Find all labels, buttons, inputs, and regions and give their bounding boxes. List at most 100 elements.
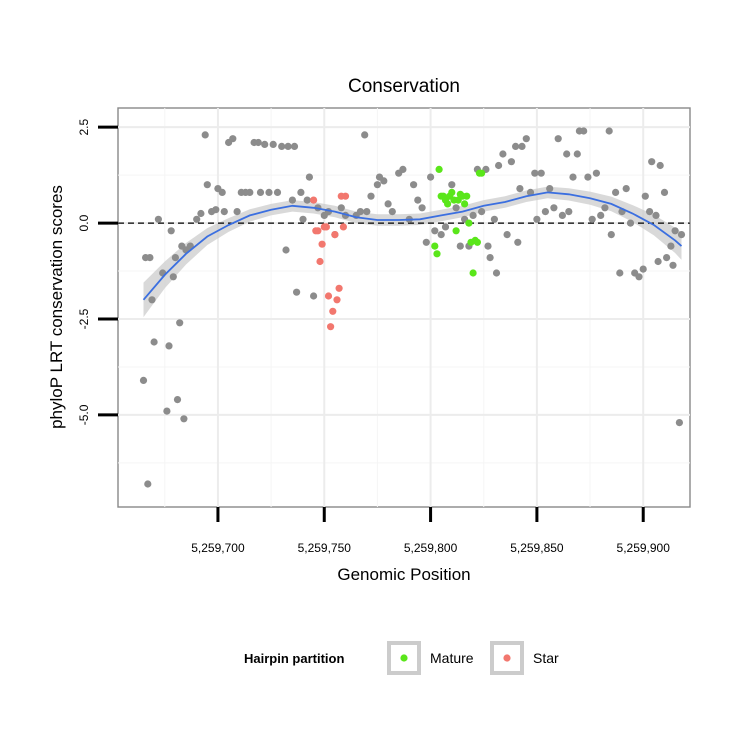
point-other [565,208,573,216]
point-other [584,173,592,181]
x-axis: 5,259,700 5,259,750 5,259,800 5,259,850 5,25… [191,507,670,555]
point-star [318,240,326,248]
point-star [333,296,341,304]
point-other [180,415,188,423]
point-other [616,269,624,277]
point-other [154,215,162,223]
point-other [646,208,654,216]
legend-dot-star [503,654,511,662]
point-mature [465,219,473,227]
point-other [592,169,601,177]
point-other [531,169,539,177]
point-other [284,142,292,150]
y-tick-label: 0.0 [77,214,91,231]
point-other [492,269,501,277]
point-other [601,204,609,212]
point-other [533,215,541,223]
point-other [337,204,345,212]
point-star [331,231,339,239]
point-other [233,208,241,216]
point-other [612,188,620,196]
point-mature [469,269,477,277]
point-other [246,188,254,196]
point-other [522,135,530,143]
point-mature [431,242,439,250]
point-other [558,211,567,219]
point-other [418,204,426,212]
point-other [452,204,460,212]
point-other [146,254,154,262]
point-other [169,273,177,281]
point-other [569,173,577,181]
scatter-points [139,127,686,488]
point-other [486,254,494,262]
point-mature [435,165,443,173]
point-other [305,173,313,181]
point-other [626,219,635,227]
point-other [516,185,524,193]
point-other [607,231,615,239]
point-other [293,288,301,296]
point-other [437,231,445,239]
point-other [588,215,596,223]
chart-title: Conservation [348,76,460,97]
point-other [639,265,647,273]
point-other [303,196,311,204]
x-tick-label: 5,259,750 [298,541,352,555]
point-other [229,135,237,143]
point-mature [433,250,441,258]
point-other [671,227,679,235]
point-other [167,227,175,235]
point-other [356,208,364,216]
point-star [335,284,343,292]
point-star [324,292,333,300]
point-other [361,131,369,139]
point-other [265,188,273,196]
point-other [144,480,152,488]
point-other [656,161,664,170]
point-other [310,292,318,300]
point-mature [473,238,481,246]
x-tick-label: 5,259,800 [404,541,458,555]
point-other [269,140,277,148]
point-other [139,376,148,384]
point-other [537,169,545,177]
point-other [273,188,282,196]
point-other [414,196,422,204]
point-other [282,246,290,254]
point-mature [461,200,469,208]
point-other [441,223,450,231]
point-other [297,188,305,196]
point-other [431,227,439,235]
point-other [367,192,375,200]
point-other [456,242,464,250]
point-other [256,188,265,196]
point-other [605,127,613,135]
point-other [278,142,286,150]
point-other [165,342,173,350]
point-other [150,338,158,346]
point-other [399,165,407,173]
point-other [173,396,182,404]
point-other [622,185,630,193]
point-star [316,257,324,266]
point-other [554,135,562,143]
point-other [669,261,677,269]
point-other [171,254,179,262]
point-other [550,204,558,212]
legend-dot-mature [400,654,408,662]
x-tick-label: 5,259,850 [510,541,564,555]
point-star [327,323,335,331]
point-other [663,254,671,262]
point-other [203,181,211,189]
point-other [422,238,430,246]
point-other [290,142,299,150]
point-other [220,208,228,216]
point-mature [448,188,456,196]
point-other [448,181,456,189]
point-star [322,223,330,231]
point-other [514,238,522,246]
point-other [597,211,605,219]
point-other [652,211,660,219]
